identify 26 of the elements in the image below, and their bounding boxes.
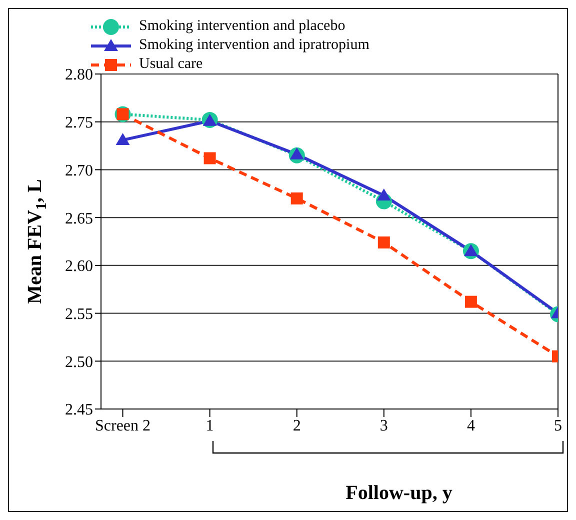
y-tick-label: 2.65 bbox=[65, 210, 93, 228]
legend-label: Smoking intervention and placebo bbox=[139, 18, 346, 35]
x-tick-label: 1 bbox=[206, 417, 214, 434]
y-tick-label: 2.50 bbox=[65, 354, 93, 371]
x-axis-title: Follow-up, y bbox=[346, 482, 452, 504]
x-tick-label: 2 bbox=[292, 417, 301, 434]
point bbox=[376, 188, 391, 201]
legend-label: Smoking intervention and ipratropium bbox=[139, 37, 370, 54]
x-tick-label: Screen 2 bbox=[94, 417, 151, 434]
x-tick-label: 3 bbox=[380, 417, 388, 434]
x-tick-label: 4 bbox=[466, 417, 475, 434]
point bbox=[290, 147, 304, 160]
y-tick-label: 2.55 bbox=[65, 306, 93, 323]
point bbox=[204, 152, 216, 164]
y-tick-label: 2.80 bbox=[65, 66, 93, 84]
legend-label: Usual care bbox=[139, 56, 203, 73]
point bbox=[378, 236, 390, 248]
x-tick-label: 5 bbox=[554, 417, 562, 434]
y-tick-label: 2.60 bbox=[65, 258, 93, 276]
y-tick-label: 2.70 bbox=[65, 162, 93, 180]
point bbox=[464, 296, 477, 308]
point bbox=[116, 133, 130, 146]
point bbox=[464, 244, 478, 256]
point bbox=[290, 192, 303, 204]
y-tick-label: 2.45 bbox=[65, 402, 93, 419]
y-tick-label: 2.75 bbox=[65, 114, 93, 132]
